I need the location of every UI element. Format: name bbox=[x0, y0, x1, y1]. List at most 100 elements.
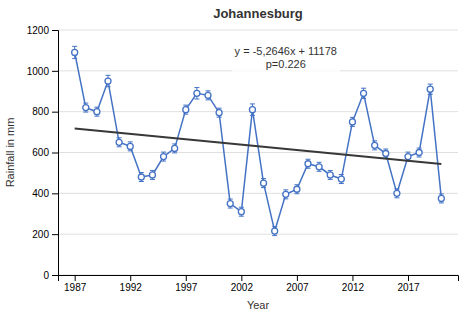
tick-mark bbox=[75, 275, 76, 281]
tick-mark bbox=[297, 275, 298, 281]
error-bar bbox=[428, 84, 433, 94]
tick-mark bbox=[408, 275, 409, 281]
data-point bbox=[72, 49, 78, 55]
error-bar bbox=[72, 46, 77, 58]
tick: 1000 bbox=[27, 66, 58, 77]
tick: 600 bbox=[32, 147, 58, 158]
tick-mark bbox=[52, 234, 58, 235]
data-point bbox=[161, 154, 167, 160]
error-bar bbox=[128, 142, 133, 151]
error-bar bbox=[228, 199, 233, 208]
tick: 2012 bbox=[342, 275, 365, 293]
error-bar bbox=[206, 91, 211, 100]
grid-line bbox=[58, 234, 458, 235]
tick: 2017 bbox=[397, 275, 420, 293]
data-point bbox=[183, 107, 189, 113]
tick-label: 1200 bbox=[27, 25, 50, 36]
data-point bbox=[372, 142, 378, 148]
error-bar bbox=[350, 117, 355, 126]
tick-label: 1000 bbox=[27, 66, 50, 77]
trend-line bbox=[75, 129, 442, 164]
data-point bbox=[149, 172, 155, 178]
error-bar bbox=[372, 141, 377, 150]
error-bar bbox=[194, 88, 199, 99]
error-bar bbox=[328, 170, 333, 179]
data-point bbox=[272, 228, 278, 234]
data-point bbox=[438, 195, 444, 201]
tick-label: 0 bbox=[43, 270, 49, 281]
tick: 0 bbox=[43, 270, 58, 281]
annotation-line: y = -5,2646x + 11178 bbox=[235, 45, 337, 57]
error-bar bbox=[306, 159, 311, 168]
grid-line bbox=[58, 111, 458, 112]
data-point bbox=[227, 201, 233, 207]
error-bar bbox=[417, 148, 422, 157]
annotation: y = -5,2646x + 11178p=0.226 bbox=[232, 43, 340, 72]
tick-mark bbox=[130, 275, 131, 281]
annotation-box bbox=[232, 43, 340, 72]
data-point bbox=[405, 154, 411, 160]
error-bar bbox=[261, 179, 266, 188]
error-bar bbox=[117, 138, 122, 147]
data-point bbox=[283, 191, 289, 197]
data-point bbox=[216, 110, 222, 116]
data-point bbox=[194, 90, 200, 96]
plot-area bbox=[72, 46, 445, 235]
tick: 400 bbox=[32, 188, 58, 199]
error-bar bbox=[150, 170, 155, 179]
tick-label: 600 bbox=[32, 147, 49, 158]
error-bar bbox=[283, 190, 288, 199]
tick-label: 2017 bbox=[397, 282, 420, 293]
error-bar bbox=[339, 175, 344, 184]
data-point bbox=[261, 180, 267, 186]
data-point bbox=[338, 176, 344, 182]
y-axis-title: Rainfall in mm bbox=[4, 118, 16, 188]
tick-label: 1997 bbox=[175, 282, 198, 293]
tick-mark bbox=[52, 71, 58, 72]
tick: 1987 bbox=[64, 275, 87, 293]
data-point bbox=[349, 119, 355, 125]
tick: 2007 bbox=[286, 275, 309, 293]
data-point bbox=[105, 78, 111, 84]
title: Johannesburg bbox=[213, 6, 303, 21]
tick-mark bbox=[241, 275, 242, 281]
error-bar bbox=[183, 105, 188, 114]
error-bar bbox=[139, 173, 144, 182]
data-point bbox=[427, 86, 433, 92]
tick-mark bbox=[52, 30, 58, 31]
error-bar bbox=[317, 162, 322, 171]
data-point bbox=[94, 109, 100, 115]
tick-label: 1987 bbox=[64, 282, 87, 293]
data-point bbox=[294, 186, 300, 192]
x-axis: 1987 1992 1997 2002 2007 2012 2017 bbox=[59, 275, 459, 293]
data-point bbox=[138, 174, 144, 180]
grid-line bbox=[58, 152, 458, 153]
data-point bbox=[205, 92, 211, 98]
data-point bbox=[83, 105, 89, 111]
grid-line bbox=[58, 30, 458, 31]
data-point bbox=[127, 143, 133, 149]
data-point bbox=[327, 172, 333, 178]
tick: 1992 bbox=[120, 275, 143, 293]
grid bbox=[58, 30, 458, 275]
data-point bbox=[361, 90, 367, 96]
tick-label: 800 bbox=[32, 106, 49, 117]
tick-mark bbox=[52, 153, 58, 154]
error-bar bbox=[161, 152, 166, 161]
tick-mark bbox=[52, 193, 58, 194]
error-bar bbox=[83, 103, 88, 112]
tick-mark bbox=[186, 275, 187, 281]
data-point bbox=[416, 150, 422, 156]
data-point bbox=[238, 209, 244, 215]
error-bar bbox=[439, 194, 444, 203]
tick: 200 bbox=[32, 229, 58, 240]
tick-label: 2002 bbox=[231, 282, 254, 293]
data-point bbox=[116, 139, 122, 145]
tick-mark bbox=[52, 112, 58, 113]
tick: 2002 bbox=[231, 275, 254, 293]
tick: 1200 bbox=[27, 25, 58, 36]
tick: 1997 bbox=[175, 275, 198, 293]
tick-label: 1992 bbox=[120, 282, 143, 293]
data-line bbox=[75, 52, 442, 231]
error-bar bbox=[94, 107, 99, 116]
